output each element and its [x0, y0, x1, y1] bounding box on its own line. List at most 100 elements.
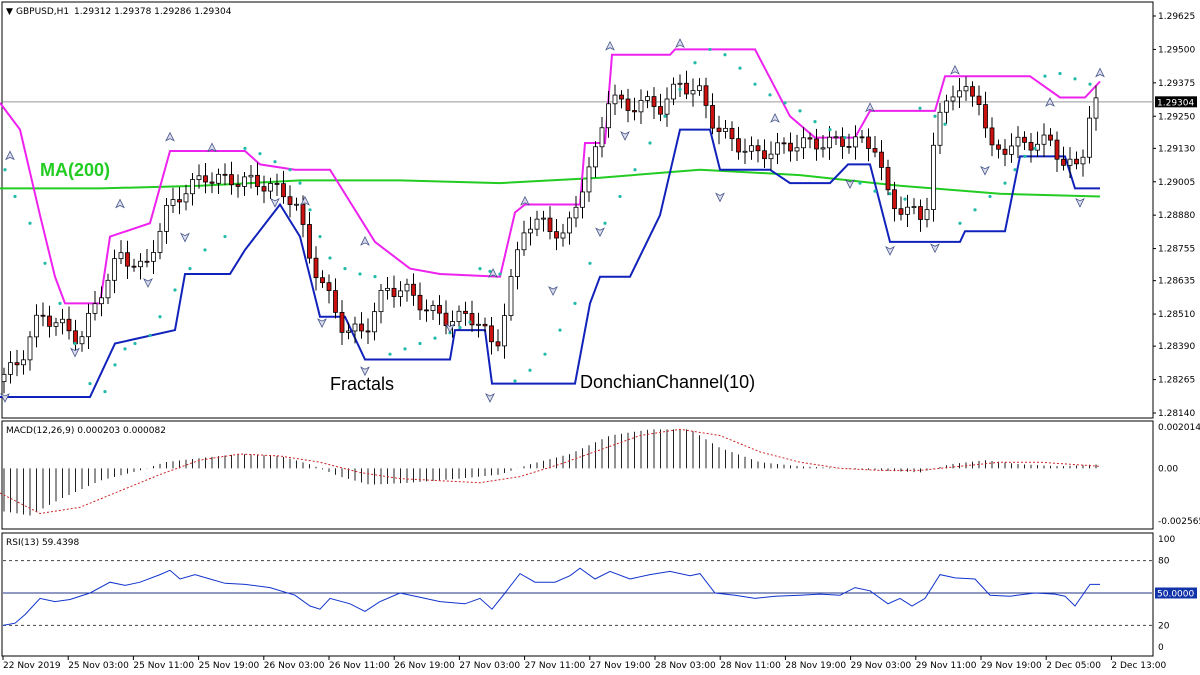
candle: [931, 132, 936, 222]
price-tick-label: 1.28635: [1158, 277, 1195, 287]
fractals-annotation: Fractals: [330, 374, 394, 394]
sar-dot: [1073, 77, 1077, 81]
fractal-down-icon: [845, 179, 855, 189]
candle: [372, 302, 377, 341]
candle: [482, 317, 488, 333]
rsi-axis: 100 80 50.0000 20 0: [1155, 535, 1197, 653]
sar-dot: [188, 267, 192, 271]
fractal-down-icon: [1075, 197, 1085, 208]
candle: [417, 282, 423, 320]
candle: [196, 164, 202, 189]
candle: [411, 273, 416, 306]
candle: [801, 127, 806, 159]
price-tick-label: 1.29625: [1158, 12, 1195, 22]
candle: [664, 87, 670, 127]
sar-dot: [478, 267, 482, 271]
candle: [320, 270, 325, 288]
rsi-panel[interactable]: [1, 532, 1154, 657]
candle: [924, 197, 930, 228]
candle: [326, 274, 332, 304]
fractal-down-icon: [930, 243, 940, 254]
candle: [963, 76, 969, 101]
candle: [723, 119, 728, 139]
macd-panel[interactable]: [1, 420, 1154, 530]
candle: [892, 181, 897, 222]
sar-dot: [648, 141, 652, 145]
fractal-up-icon: [520, 195, 530, 206]
candle: [47, 305, 52, 338]
price-tick-label: 1.28265: [1158, 376, 1195, 386]
sar-dot: [88, 381, 92, 386]
candle: [573, 195, 579, 228]
candle: [66, 306, 72, 340]
fractal-up-icon: [115, 198, 125, 209]
time-tick-label: 28 Nov 19:00: [785, 661, 846, 671]
price-tick-label: 1.28510: [1158, 310, 1195, 320]
fractal-down-icon: [317, 318, 327, 328]
current-price-tag: 1.29304: [1155, 96, 1197, 108]
candle: [690, 78, 696, 107]
time-tick-label: 26 Nov 03:00: [264, 661, 325, 671]
candle: [190, 173, 195, 206]
sar-dot: [418, 341, 422, 346]
price-tick-label: 1.29500: [1158, 45, 1195, 55]
candle: [625, 88, 631, 123]
sar-dot: [603, 221, 607, 225]
candle: [131, 258, 137, 272]
time-tick-label: 2 Dec 13:00: [1111, 661, 1166, 671]
ma200-line: [0, 168, 1101, 198]
candle: [898, 196, 904, 221]
candle: [443, 300, 449, 335]
candle: [125, 240, 130, 280]
candle: [794, 134, 800, 161]
candle: [8, 351, 13, 384]
candle: [404, 278, 410, 302]
symbol-label: GBPUSD,H1: [16, 7, 69, 17]
sar-dot: [433, 336, 437, 340]
candle: [905, 194, 910, 227]
sar-dot: [958, 221, 962, 225]
sar-dot: [903, 197, 907, 201]
candle: [547, 206, 553, 240]
candle: [885, 159, 891, 196]
sar-dot: [373, 275, 377, 279]
time-tick-label: 26 Nov 11:00: [329, 661, 390, 671]
sar-dot: [273, 160, 277, 164]
dropdown-arrow-icon[interactable]: ▼: [6, 7, 13, 17]
candle: [508, 269, 514, 321]
candle: [710, 93, 715, 135]
candle: [1087, 105, 1092, 164]
candle: [872, 136, 878, 158]
sar-dot: [488, 269, 492, 273]
macd-axis: 0.002014 0.00 -0.002565: [1158, 423, 1200, 527]
candle: [456, 305, 462, 330]
sar-dot: [618, 194, 622, 199]
candle: [820, 135, 826, 158]
candle: [398, 281, 403, 307]
ohlc-label: 1.29312 1.29378 1.29286 1.29304: [74, 7, 232, 17]
candle: [430, 300, 436, 320]
candle: [658, 93, 663, 122]
candle: [1048, 128, 1053, 147]
sar-dot: [1033, 146, 1037, 150]
sar-dot: [633, 168, 637, 172]
fractal-down-icon: [548, 286, 558, 296]
candle: [736, 126, 741, 160]
candle: [671, 77, 676, 106]
candle: [489, 317, 494, 355]
candle: [437, 295, 442, 325]
candle: [40, 302, 46, 327]
candle: [762, 139, 767, 169]
sar-dot: [3, 168, 7, 172]
candle: [788, 132, 793, 162]
sar-dot: [103, 390, 107, 394]
ma-annotation: MA(200): [40, 160, 110, 180]
candle: [638, 89, 644, 124]
sar-dot: [693, 61, 697, 65]
fractal-up-icon: [165, 131, 175, 142]
candle: [1022, 131, 1027, 151]
fractals: [0, 38, 1105, 403]
candle: [385, 276, 390, 300]
candle: [781, 137, 787, 154]
